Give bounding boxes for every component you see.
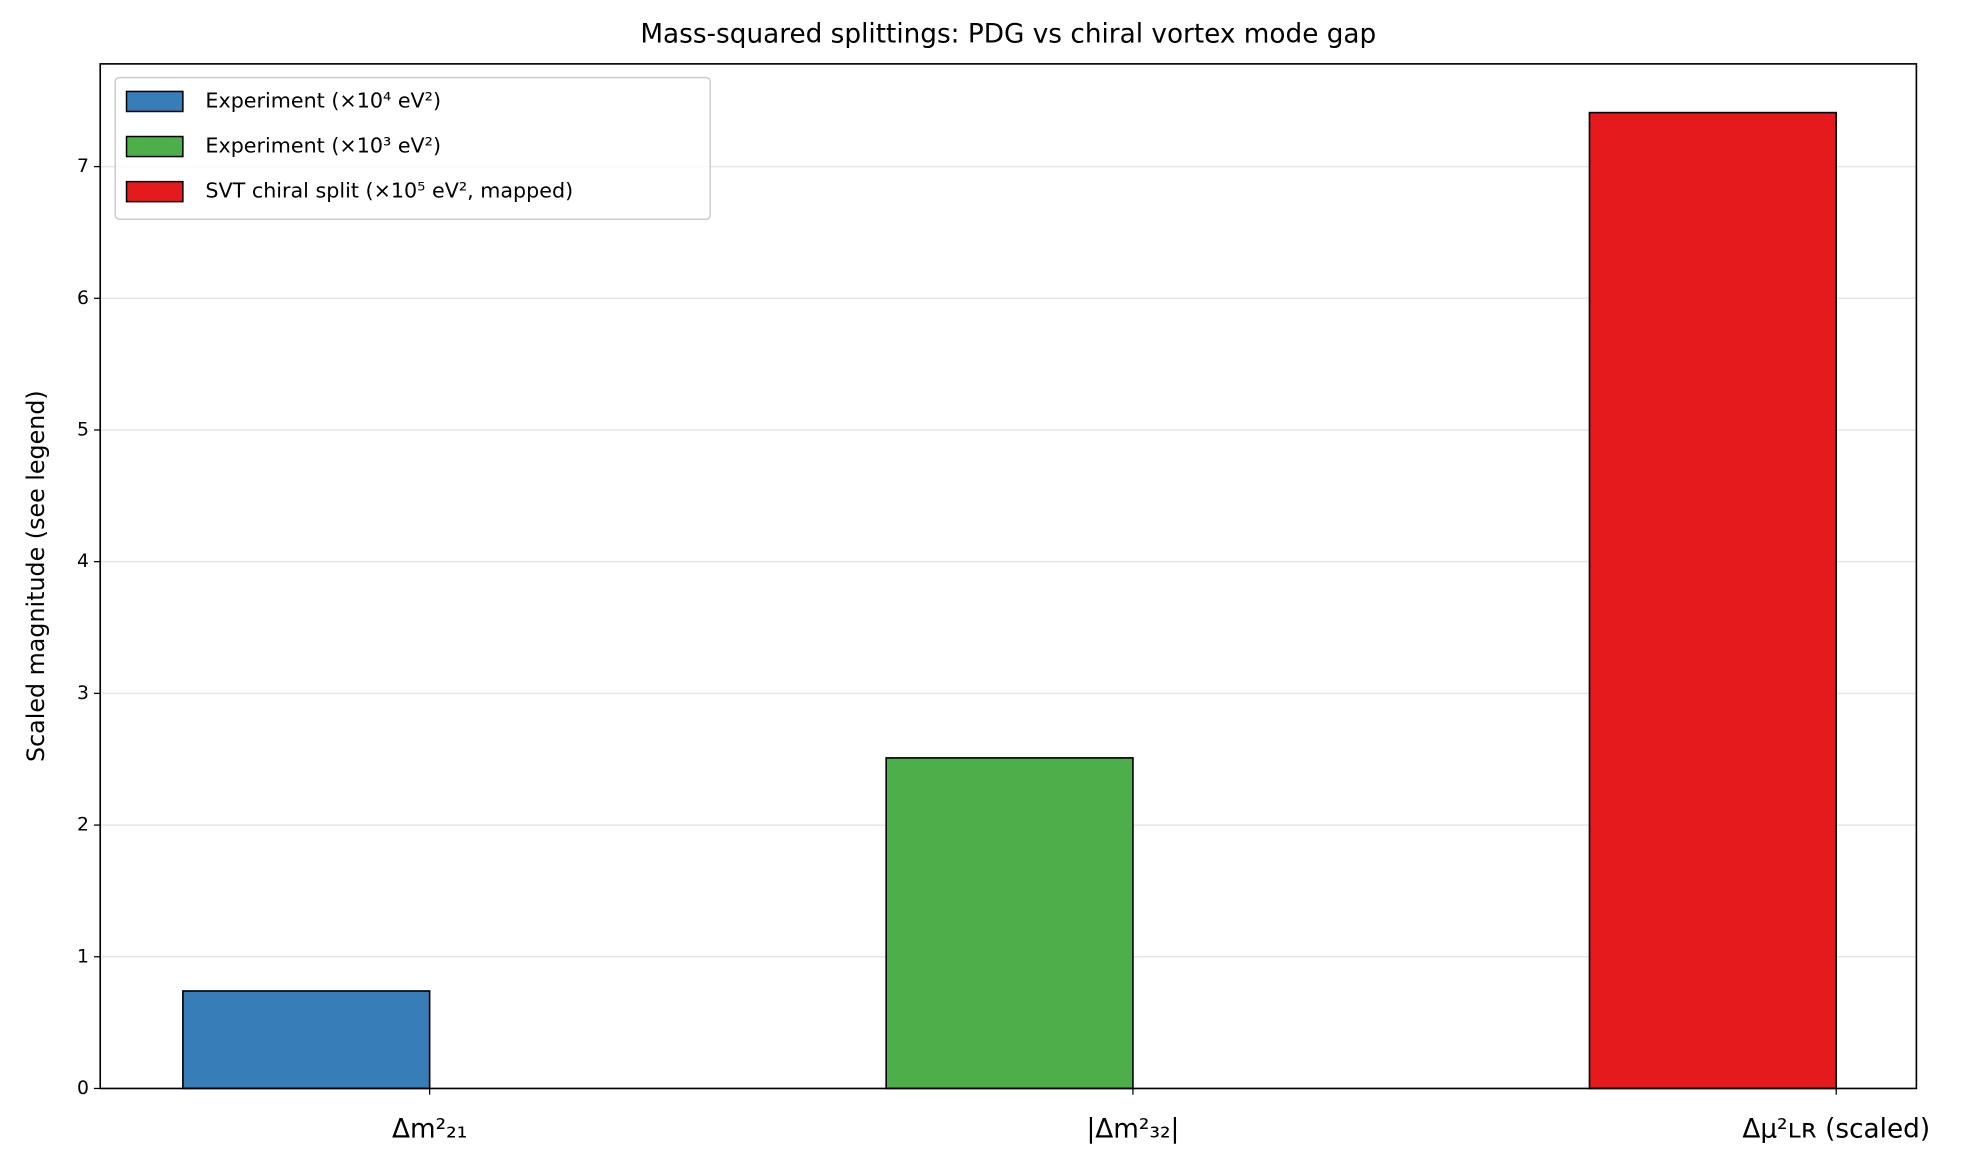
chart-title: Mass-squared splittings: PDG vs chiral v… — [640, 20, 1376, 50]
y-tick-label: 4 — [77, 551, 89, 572]
y-tick-label: 2 — [77, 815, 89, 836]
y-tick-label: 1 — [77, 946, 89, 967]
x-tick-label: Δm²₂₁ — [392, 1114, 467, 1144]
y-tick-label: 5 — [77, 419, 89, 440]
legend-label: SVT chiral split (×10⁵ eV², mapped) — [205, 179, 573, 203]
bars — [182, 111, 1838, 1090]
legend-label: Experiment (×10⁴ eV²) — [205, 88, 441, 112]
y-tick-label: 6 — [77, 288, 89, 309]
legend-label: Experiment (×10³ eV²) — [205, 134, 441, 158]
legend: Experiment (×10⁴ eV²) Experiment (×10³ eV… — [114, 76, 711, 220]
legend-swatch — [125, 180, 184, 203]
y-tick-label: 0 — [77, 1078, 89, 1099]
bar — [885, 757, 1134, 1090]
bar — [182, 990, 431, 1090]
legend-swatch — [125, 90, 184, 113]
y-axis-label: Scaled magnitude (see legend) — [22, 390, 50, 762]
legend-box — [114, 76, 711, 220]
x-tick-label: |Δm²₃₂| — [1086, 1114, 1179, 1144]
y-tick-label: 7 — [77, 156, 89, 177]
bar — [1588, 111, 1838, 1090]
y-tick-label: 3 — [77, 683, 89, 704]
x-tick-label: Δμ²ʟʀ (scaled) — [1742, 1114, 1930, 1144]
legend-swatch — [125, 135, 184, 158]
ticks: 0 1 2 3 4 5 6 7 Δm²₂₁ |Δm²₃₂| Δμ²ʟʀ (scaled) — [77, 156, 1930, 1144]
plot-frame — [99, 63, 1918, 1090]
